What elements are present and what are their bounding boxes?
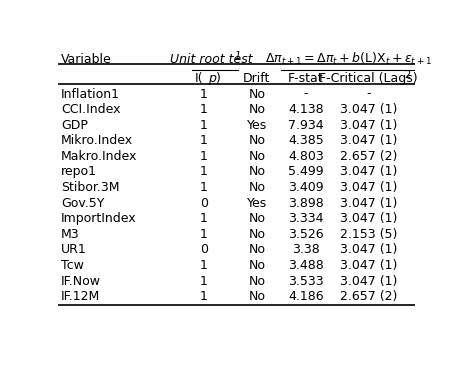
Text: p: p — [207, 72, 216, 85]
Text: 3.047 (1): 3.047 (1) — [340, 103, 397, 116]
Text: Inflation1: Inflation1 — [61, 87, 120, 100]
Text: No: No — [248, 212, 266, 225]
Text: 3.526: 3.526 — [288, 228, 324, 241]
Text: -: - — [366, 87, 371, 100]
Text: IF.12M: IF.12M — [61, 290, 100, 303]
Text: No: No — [248, 259, 266, 272]
Text: ): ) — [216, 72, 221, 85]
Text: -: - — [304, 87, 308, 100]
Text: Drift: Drift — [243, 72, 271, 85]
Text: No: No — [248, 274, 266, 288]
Text: 3.898: 3.898 — [288, 196, 324, 210]
Text: No: No — [248, 87, 266, 100]
Text: 1: 1 — [200, 103, 208, 116]
Text: 3.047 (1): 3.047 (1) — [340, 243, 397, 256]
Text: Gov.5Y: Gov.5Y — [61, 196, 105, 210]
Text: 1: 1 — [200, 212, 208, 225]
Text: GDP: GDP — [61, 118, 88, 132]
Text: ImportIndex: ImportIndex — [61, 212, 137, 225]
Text: 1: 1 — [200, 274, 208, 288]
Text: No: No — [248, 165, 266, 178]
Text: $\Delta\pi_{t+1}=\Delta\pi_{t}+b(\mathrm{L})\mathrm{X}_{t}+\varepsilon_{t+1}$: $\Delta\pi_{t+1}=\Delta\pi_{t}+b(\mathrm… — [266, 51, 432, 68]
Text: 1: 1 — [200, 228, 208, 241]
Text: 0: 0 — [200, 243, 208, 256]
Text: F-stat: F-stat — [288, 72, 324, 85]
Text: Makro.Index: Makro.Index — [61, 150, 137, 163]
Text: No: No — [248, 228, 266, 241]
Text: Tcw: Tcw — [61, 259, 84, 272]
Text: Stibor.3M: Stibor.3M — [61, 181, 120, 194]
Text: 1: 1 — [200, 87, 208, 100]
Text: No: No — [248, 243, 266, 256]
Text: 3.047 (1): 3.047 (1) — [340, 212, 397, 225]
Text: 7.934: 7.934 — [288, 118, 324, 132]
Text: CCI.Index: CCI.Index — [61, 103, 121, 116]
Text: 3.047 (1): 3.047 (1) — [340, 165, 397, 178]
Text: No: No — [248, 181, 266, 194]
Text: 0: 0 — [200, 196, 208, 210]
Text: 1: 1 — [200, 181, 208, 194]
Text: 3.38: 3.38 — [292, 243, 320, 256]
Text: 3.334: 3.334 — [288, 212, 324, 225]
Text: 1: 1 — [200, 290, 208, 303]
Text: 2.657 (2): 2.657 (2) — [340, 290, 397, 303]
Text: Unit root test: Unit root test — [170, 53, 253, 66]
Text: 4.186: 4.186 — [288, 290, 324, 303]
Text: 1: 1 — [200, 165, 208, 178]
Text: 3.047 (1): 3.047 (1) — [340, 196, 397, 210]
Text: 3.047 (1): 3.047 (1) — [340, 118, 397, 132]
Text: Variable: Variable — [61, 53, 112, 66]
Text: 3.047 (1): 3.047 (1) — [340, 259, 397, 272]
Text: 4.803: 4.803 — [288, 150, 324, 163]
Text: UR1: UR1 — [61, 243, 87, 256]
Text: 2.657 (2): 2.657 (2) — [340, 150, 397, 163]
Text: 1: 1 — [200, 150, 208, 163]
Text: M3: M3 — [61, 228, 80, 241]
Text: F-Critical (Lags): F-Critical (Lags) — [319, 72, 418, 85]
Text: 1: 1 — [200, 259, 208, 272]
Text: 1: 1 — [200, 134, 208, 147]
Text: 3.409: 3.409 — [288, 181, 324, 194]
Text: 4.385: 4.385 — [288, 134, 324, 147]
Text: 3.488: 3.488 — [288, 259, 324, 272]
Text: Mikro.Index: Mikro.Index — [61, 134, 133, 147]
Text: 3.533: 3.533 — [288, 274, 324, 288]
Text: IF.Now: IF.Now — [61, 274, 101, 288]
Text: 3.047 (1): 3.047 (1) — [340, 274, 397, 288]
Text: 4.138: 4.138 — [288, 103, 324, 116]
Text: Yes: Yes — [247, 196, 267, 210]
Text: No: No — [248, 150, 266, 163]
Text: No: No — [248, 290, 266, 303]
Text: No: No — [248, 103, 266, 116]
Text: I(: I( — [195, 72, 204, 85]
Text: 2.153 (5): 2.153 (5) — [340, 228, 397, 241]
Text: 1: 1 — [200, 118, 208, 132]
Text: repo1: repo1 — [61, 165, 97, 178]
Text: 3.047 (1): 3.047 (1) — [340, 181, 397, 194]
Text: No: No — [248, 134, 266, 147]
Text: 2: 2 — [405, 70, 411, 80]
Text: 5.499: 5.499 — [288, 165, 324, 178]
Text: 3.047 (1): 3.047 (1) — [340, 134, 397, 147]
Text: Yes: Yes — [247, 118, 267, 132]
Text: 1: 1 — [235, 51, 241, 61]
